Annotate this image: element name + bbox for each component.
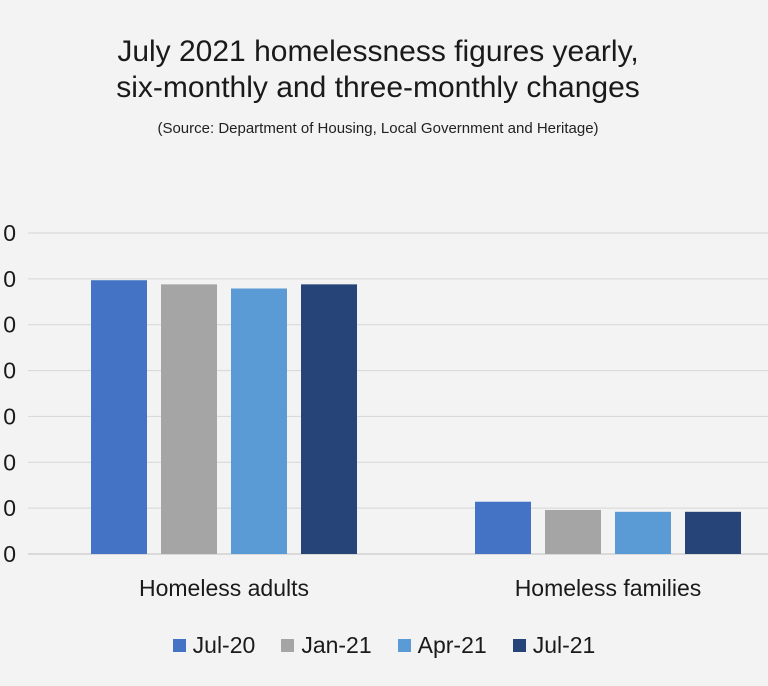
y-tick-label: 0	[3, 358, 16, 384]
bar	[475, 501, 531, 554]
legend-item: Apr-21	[397, 632, 487, 659]
bar	[685, 511, 741, 554]
bar	[91, 280, 147, 554]
chart-legend: Jul-20 Jan-21 Apr-21 Jul-21	[0, 632, 768, 659]
bar	[545, 509, 601, 554]
chart-title: July 2021 homelessness figures yearly, s…	[0, 34, 756, 106]
chart-title-line-1: July 2021 homelessness figures yearly,	[117, 35, 639, 68]
legend-label: Jan-21	[301, 632, 372, 658]
x-category-label: Homeless adults	[139, 575, 309, 601]
bar	[615, 511, 671, 554]
legend-item: Jul-21	[512, 632, 596, 659]
legend-swatch	[512, 639, 526, 652]
legend-label: Apr-21	[417, 632, 487, 658]
chart-title-line-2: six-monthly and three-monthly changes	[116, 71, 640, 104]
legend-swatch	[281, 639, 295, 652]
legend-swatch	[397, 639, 411, 652]
y-tick-label: 0	[3, 266, 16, 292]
y-tick-label: 0	[3, 403, 16, 429]
legend-swatch	[172, 639, 186, 652]
legend-label: Jul-21	[532, 632, 596, 658]
chart-subtitle: (Source: Department of Housing, Local Go…	[157, 120, 599, 137]
legend-item: Jul-20	[172, 632, 256, 659]
bar	[231, 288, 287, 554]
y-tick-label: 0	[3, 541, 16, 567]
legend-item: Jan-21	[281, 632, 372, 659]
legend-label: Jul-20	[192, 632, 256, 658]
y-tick-label: 0	[3, 312, 16, 338]
bar	[161, 284, 217, 554]
bar	[301, 284, 357, 554]
y-tick-label: 0	[3, 220, 16, 246]
x-category-label: Homeless families	[515, 575, 702, 601]
y-tick-label: 0	[3, 495, 16, 521]
y-tick-label: 0	[3, 449, 16, 475]
